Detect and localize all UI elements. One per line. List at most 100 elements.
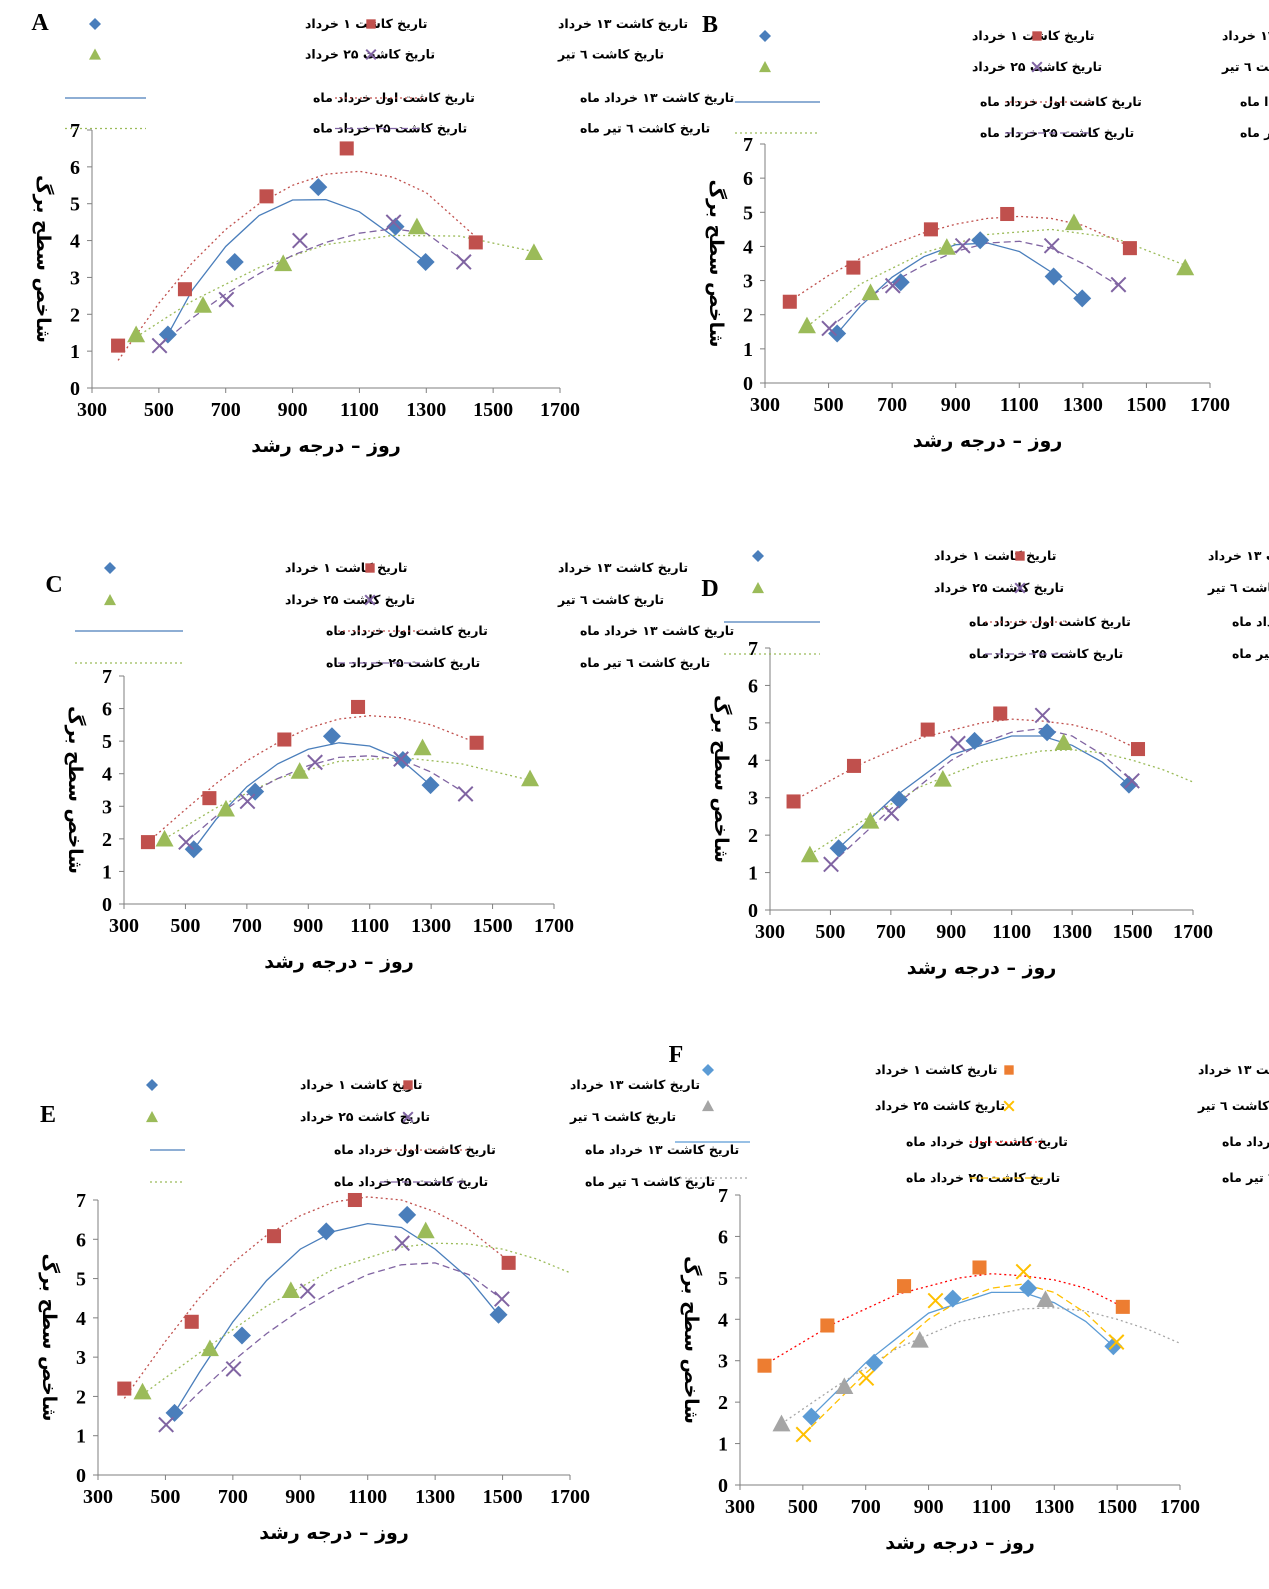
x-tick-label: 700 [211,399,241,421]
legend-marker-4 [1031,61,1043,73]
legend-marker-2 [366,19,376,29]
x-tick-label: 1300 [1034,1496,1074,1518]
legend-label-1: تاریخ کاشت ۱ خرداد [875,1062,997,1077]
trend-line-2 [764,1273,1124,1366]
panel-letter: E [40,1102,56,1128]
legend-label-4: تاریخ کاشت ٦ تیر [1221,59,1269,74]
x-tick-label: 1700 [1173,921,1213,943]
data-point-s1 [1019,1279,1038,1298]
legend-label-4: تاریخ کاشت ٦ تیر [1207,580,1269,595]
data-point-s4 [225,1361,242,1377]
y-tick-label: 7 [102,666,112,688]
x-axis-title: روز – درجه رشد [907,957,1057,979]
legend-line-label-4: تاریخ کاشت ٦ تیر ماه [585,1174,715,1189]
data-point-s4-stroke [394,1235,411,1252]
y-tick-label: 5 [743,202,753,224]
x-tick-label: 700 [851,1496,881,1518]
x-axis-title: روز – درجه رشد [885,1532,1035,1554]
data-point-s2 [920,722,935,737]
data-point-s2 [820,1318,835,1333]
trend-line-4 [828,240,1119,329]
data-point-s4-stroke [1034,707,1051,724]
y-tick-label: 1 [102,861,112,883]
data-point-s2 [468,235,483,250]
data-point-s4 [927,1292,944,1309]
data-point-s1 [158,325,177,344]
x-tick-label: 1700 [534,915,574,937]
data-point-s2 [897,1279,912,1294]
legend-label-1: تاریخ کاشت ۱ خرداد [285,560,407,575]
y-tick-label: 7 [743,134,753,156]
legend-marker-4-stroke [1031,61,1043,73]
data-point-s1 [1038,723,1057,742]
legend-line-label-4: تاریخ کاشت ٦ تیر ماه [1222,1170,1269,1185]
legend-line-label-2: تاریخ کاشت ۱۳ خرداد ماه [580,90,734,105]
x-tick-label: 1300 [411,915,451,937]
trend-line-4 [159,228,465,347]
y-tick-label: 7 [70,120,80,142]
legend-marker-3 [89,48,101,60]
trend-line-3 [135,234,535,338]
data-point-s1 [416,252,435,271]
legend-label-1: تاریخ کاشت ۱ خرداد [300,1077,422,1092]
legend-label-3: تاریخ کاشت ۲۵ خرداد [285,592,415,607]
y-tick-label: 5 [748,713,758,735]
data-point-s1 [829,839,848,858]
data-point-s4-stroke [158,1416,175,1433]
data-point-s3 [861,283,880,301]
x-tick-label: 1700 [1160,1496,1200,1518]
legend-label-4: تاریخ کاشت ٦ تیر [557,592,664,607]
x-tick-label: 700 [218,1486,248,1508]
legend-label-4: تاریخ کاشت ٦ تیر [569,1109,676,1124]
y-tick-label: 5 [76,1269,86,1291]
y-axis-title: شاخص سطح برگ [680,1256,703,1424]
data-point-s2 [469,735,484,750]
legend-line-label-1: تاریخ کاشت اول خرداد ماه [326,623,488,638]
x-tick-label: 500 [170,915,200,937]
x-tick-label: 500 [144,399,174,421]
data-point-s1 [309,178,328,197]
data-point-s3 [910,1331,929,1348]
data-point-s3 [521,769,540,787]
legend-marker-1 [89,18,101,30]
y-tick-label: 1 [70,341,80,363]
x-tick-label: 900 [293,915,323,937]
legend-label-2: تاریخ کاشت ۱۳ خرداد [1208,548,1269,563]
data-point-s4 [858,1370,875,1387]
data-point-s3 [216,799,235,817]
data-point-s1 [489,1305,508,1324]
y-tick-label: 6 [70,157,80,179]
y-tick-label: 2 [748,825,758,847]
chart-panel-d: D 300 500 700 900 1100 1300 1500 1700 0 1 2 3 4 5 6 7 روز… [701,548,1269,979]
data-point-s4 [292,232,308,249]
data-point-s1 [802,1407,821,1426]
data-point-s4 [299,1283,316,1300]
x-axis-title: روز – درجه رشد [264,951,414,973]
trend-line-2 [793,718,1139,802]
legend-marker-4-stroke [364,594,376,606]
data-point-s4 [1043,237,1060,254]
data-point-s3 [835,1377,854,1395]
y-tick-label: 7 [748,638,758,660]
y-tick-label: 0 [748,900,758,922]
panel-letter: D [701,576,718,602]
x-tick-label: 300 [83,1486,113,1508]
x-tick-label: 900 [914,1496,944,1518]
x-tick-label: 900 [936,921,966,943]
x-tick-label: 300 [77,399,107,421]
x-tick-label: 1500 [473,915,513,937]
x-tick-label: 300 [109,915,139,937]
data-point-s4-stroke [307,754,323,771]
data-point-s2 [846,260,861,275]
legend-line-label-2: تاریخ کاشت ۱۳ خرداد ماه [585,1142,739,1157]
data-point-s3 [200,1339,219,1357]
x-tick-label: 1700 [540,399,580,421]
y-tick-label: 1 [743,339,753,361]
data-point-s3 [861,811,880,829]
data-point-s4 [821,320,838,337]
y-axis-title: شاخص سطح برگ [32,175,55,343]
x-tick-label: 1300 [406,399,446,421]
y-tick-label: 6 [718,1226,728,1248]
legend-marker-1 [759,30,771,42]
data-point-s4-stroke [1108,1334,1125,1350]
